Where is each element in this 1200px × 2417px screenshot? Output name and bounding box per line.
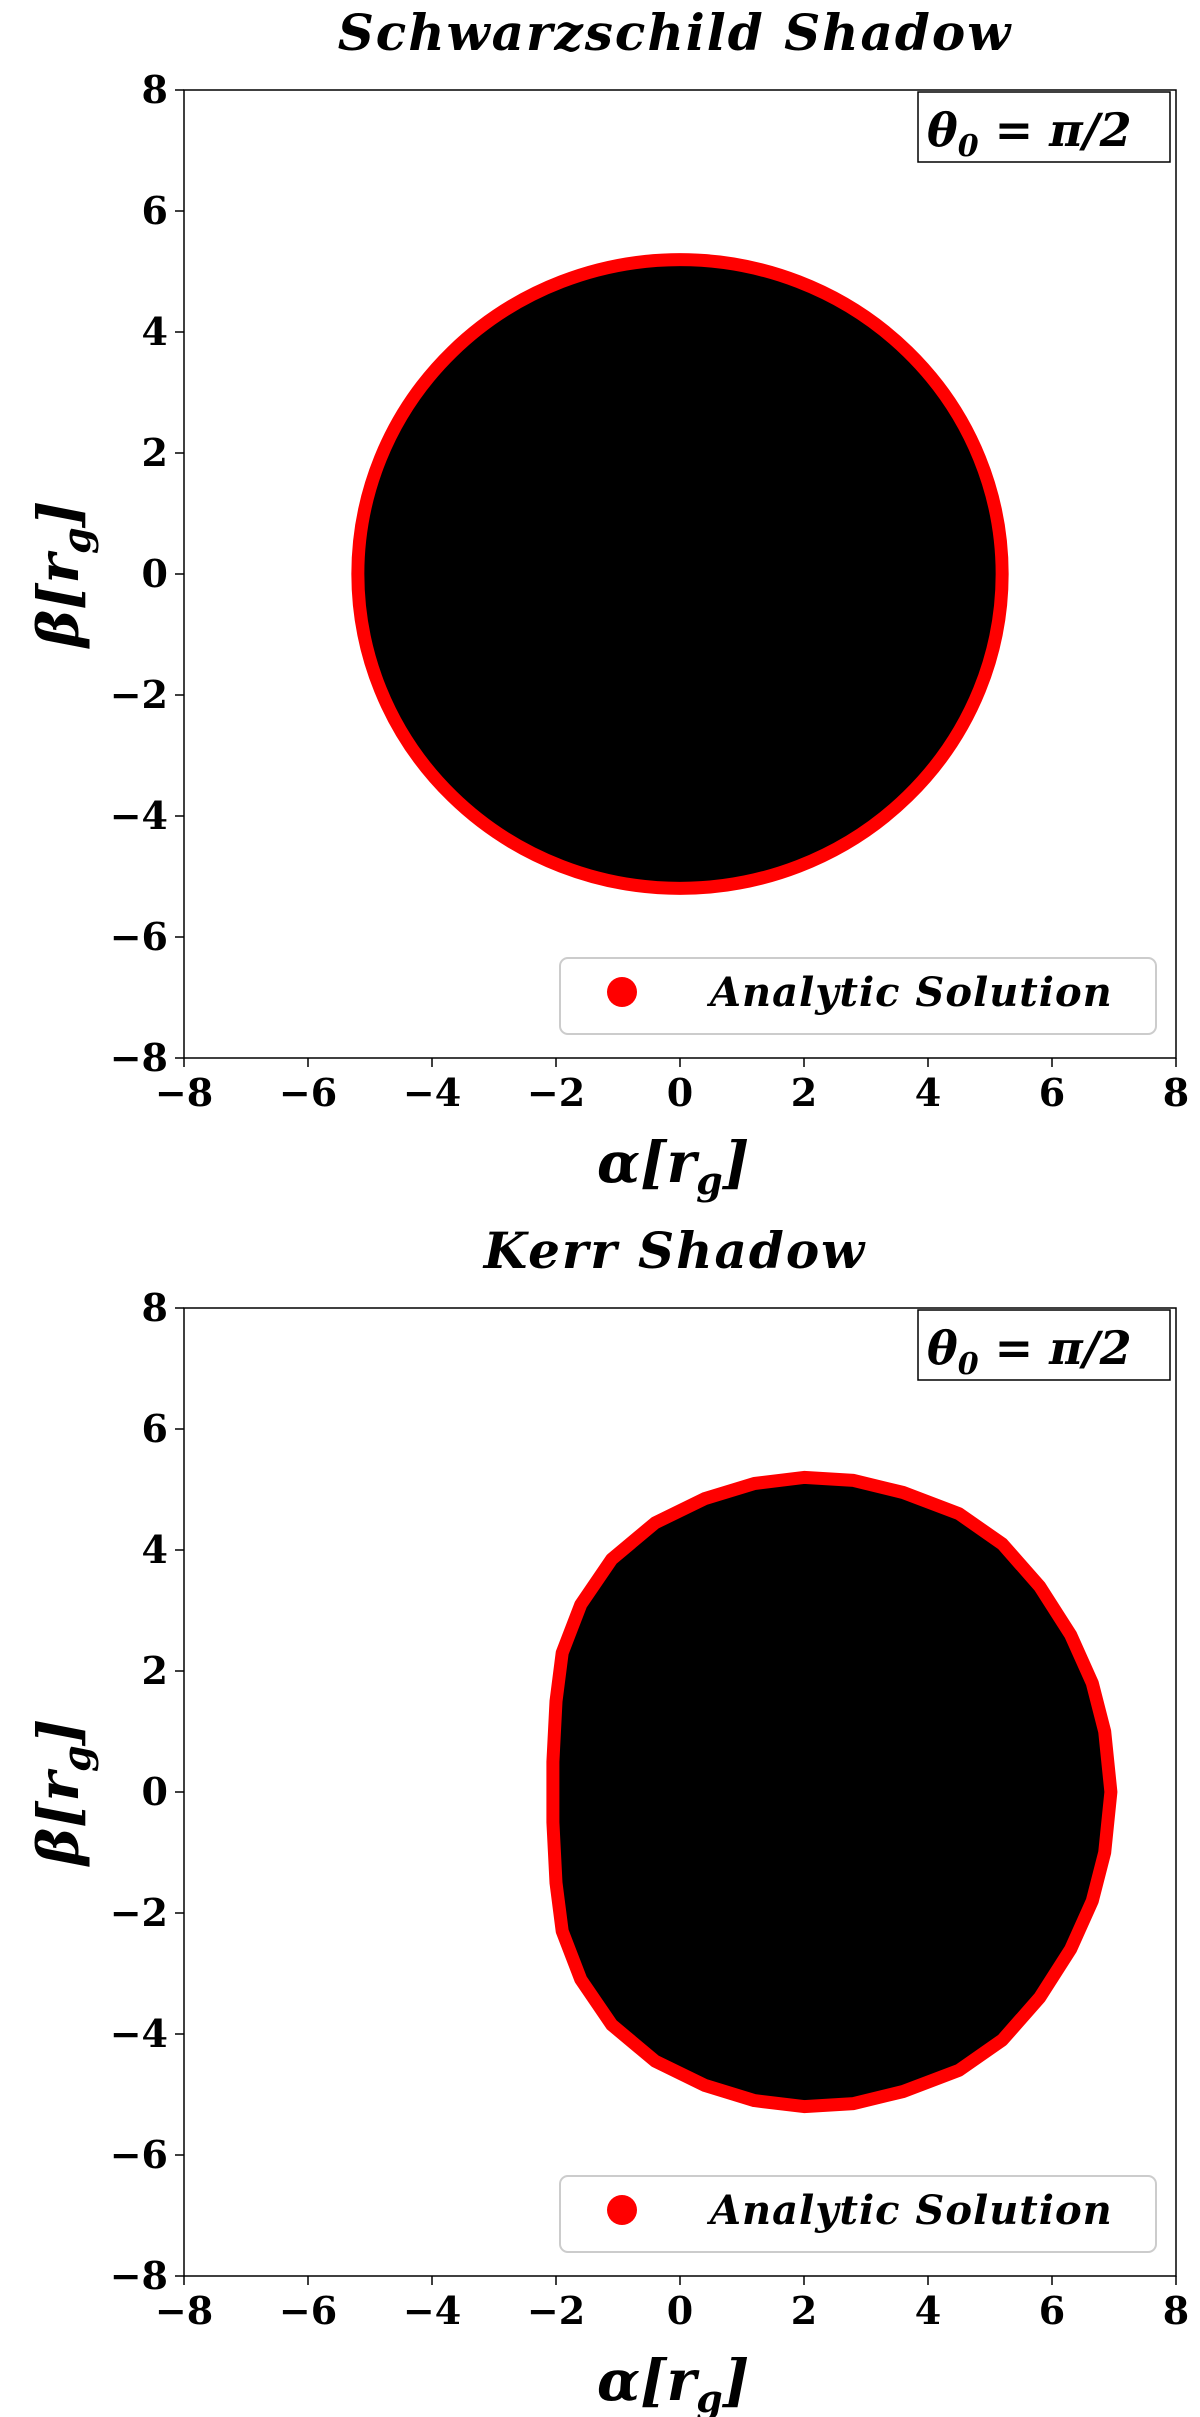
legend: Analytic Solution [559,2175,1157,2253]
y-tick-label: −6 [110,2132,168,2177]
x-axis-label: α[rg] [597,2348,749,2417]
y-tick-label: 4 [142,309,168,354]
legend-box [559,2175,1157,2253]
legend-box [559,957,1157,1035]
x-axis-ticks: −8 −6 −4 −2 0 2 4 6 8 [155,2276,1189,2333]
x-tick-label: −8 [155,1070,213,1115]
shadow-shape-layer [546,1470,1118,2114]
x-tick-label: −6 [279,2288,337,2333]
y-tick-label: 0 [142,551,168,596]
x-tick-label: 4 [915,2288,941,2333]
chart-title: Kerr Shadow [482,1221,866,1280]
chart-title: Schwarzschild Shadow [338,3,1013,62]
annotation-box [917,1309,1171,1381]
x-axis-ticks: −8 −6 −4 −2 0 2 4 6 8 [155,1058,1189,1115]
y-axis-ticks: 8 6 4 2 0 −2 −4 −6 −8 [110,67,184,1080]
x-tick-label: 6 [1039,1070,1065,1115]
annotation-text: θ0 = π/2 [927,1321,1132,1382]
x-tick-label: 0 [667,1070,693,1115]
shadow-outline [351,253,1009,895]
x-tick-label: −6 [279,1070,337,1115]
x-tick-label: 4 [915,1070,941,1115]
annotation-value: = π/2 [979,103,1132,157]
annotation-box [917,91,1171,163]
y-tick-label: −4 [110,2011,168,2056]
shadow-outline [546,1470,1118,2114]
annotation-text: θ0 = π/2 [927,103,1132,164]
y-tick-label: −6 [110,914,168,959]
annotation-symbol: θ [927,1321,958,1375]
x-tick-label: 8 [1163,2288,1189,2333]
y-tick-label: 2 [142,430,168,475]
y-tick-label: 0 [142,1769,168,1814]
annotation-symbol: θ [927,103,958,157]
kerr-panel: Kerr Shadow −8 −6 −4 −2 0 2 4 6 8 86420−2−4−6−8 … [26,1221,1189,2417]
schwarzschild-panel: Schwarzschild Shadow −8 −6 −4 −2 0 2 4 6 8 8 6 4 2 0… [26,3,1189,1203]
y-tick-label: −2 [110,672,168,717]
legend-label: Analytic Solution [706,969,1113,1016]
x-tick-label: 6 [1039,2288,1065,2333]
y-tick-label: −8 [110,1035,168,1080]
y-tick-label: 8 [142,1285,168,1330]
x-tick-label: −4 [403,2288,461,2333]
x-tick-label: −2 [527,1070,585,1115]
y-tick-label: 8 [142,67,168,112]
y-axis-ticks: 8 6 4 2 0 −2 −4 −6 −8 [110,1285,184,2298]
x-tick-label: −2 [527,2288,585,2333]
shadow-shape-layer [351,253,1009,895]
y-tick-label: −2 [110,1890,168,1935]
y-axis-label: β[rg] [26,501,99,649]
legend-marker [607,977,637,1007]
annotation-subscript: 0 [958,129,979,164]
x-tick-label: 2 [791,1070,817,1115]
x-tick-label: 2 [791,2288,817,2333]
annotation-subscript: 0 [958,1347,979,1382]
x-tick-label: 0 [667,2288,693,2333]
inclination-annotation: θ0 = π/2 [917,1309,1171,1382]
legend-label: Analytic Solution [706,2187,1113,2234]
y-axis-label: β[rg] [26,1719,99,1867]
legend-marker [607,2195,637,2225]
inclination-annotation: θ0 = π/2 [917,91,1171,164]
y-tick-label: −4 [110,793,168,838]
x-axis-label: α[rg] [597,1130,749,1203]
y-tick-label: 2 [142,1648,168,1693]
y-tick-label: 4 [142,1527,168,1572]
x-tick-label: −8 [155,2288,213,2333]
y-tick-label: −8 [110,2253,168,2298]
y-tick-label: 6 [142,188,168,233]
annotation-value: = π/2 [979,1321,1132,1375]
x-tick-label: −4 [403,1070,461,1115]
y-tick-label: 6 [142,1406,168,1451]
legend: Analytic Solution [559,957,1157,1035]
x-tick-label: 8 [1163,1070,1189,1115]
